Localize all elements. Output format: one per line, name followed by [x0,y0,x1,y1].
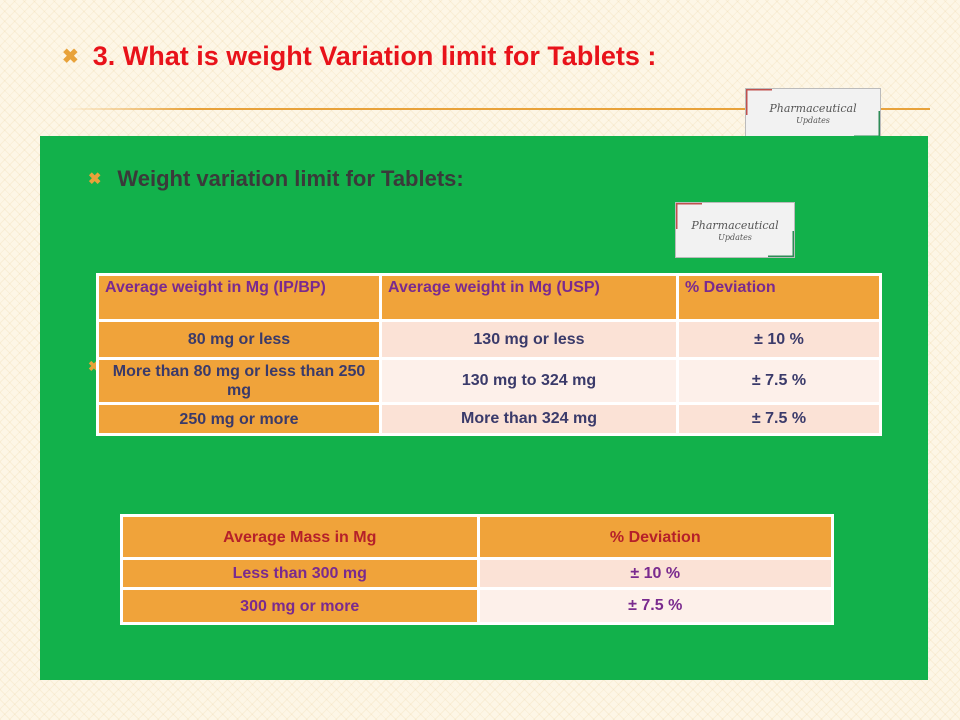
table-cell: ± 7.5 % [679,405,879,433]
weight-variation-table-ip-usp: Average weight in Mg (IP/BP) Average wei… [96,273,882,436]
logo-line-2: Updates [796,115,830,125]
logo-line-2: Updates [718,232,752,242]
panel-heading: ✖ Weight variation limit for Tablets: [88,164,464,194]
table-cell: ± 7.5 % [679,360,879,402]
slide-title: ✖ 3. What is weight Variation limit for … [62,38,656,74]
corner-flourish-icon [854,111,880,137]
table-cell: 300 mg or more [123,590,477,622]
table-cell: More than 324 mg [382,405,676,433]
table-cell: ± 10 % [479,560,831,587]
corner-flourish-icon [676,203,702,229]
watermark-logo: Pharmaceutical Updates [745,88,881,138]
corner-flourish-icon [746,89,772,115]
watermark-logo: Pharmaceutical Updates [675,202,795,258]
column-header: Average weight in Mg (USP) [382,276,676,319]
x-bullet-icon: ✖ [62,45,79,68]
table-cell: ± 10 % [679,322,879,357]
table-cell: 80 mg or less [99,322,379,357]
slide-title-text: 3. What is weight Variation limit for Ta… [92,40,657,71]
title-divider [62,108,930,110]
table-cell: 250 mg or more [99,405,379,433]
column-header: Average weight in Mg (IP/BP) [99,276,379,319]
table-cell: More than 80 mg or less than 250 mg [99,360,379,402]
table-row: 80 mg or less 130 mg or less ± 10 % [99,322,879,357]
panel-heading-text: Weight variation limit for Tablets: [117,166,464,191]
column-header: % Deviation [679,276,879,319]
weight-variation-table-mass: Average Mass in Mg % Deviation Less than… [120,514,834,625]
table-cell: ± 7.5 % [479,590,831,622]
content-panel: ✖ Weight variation limit for Tablets: ✖ … [40,136,928,680]
table-header-row: Average weight in Mg (IP/BP) Average wei… [99,276,879,319]
x-bullet-icon: ✖ [88,171,102,188]
table-cell: 130 mg or less [382,322,676,357]
x-bullet-icon: ✖ [88,358,100,374]
table-cell: 130 mg to 324 mg [382,360,676,402]
table-row: Less than 300 mg ± 10 % [123,560,831,587]
corner-flourish-icon [768,231,794,257]
table-header-row: Average Mass in Mg % Deviation [123,517,831,557]
table-cell: Less than 300 mg [123,560,477,587]
column-header: % Deviation [479,517,831,557]
logo-line-1: Pharmaceutical [691,218,779,232]
table-row: 250 mg or more More than 324 mg ± 7.5 % [99,405,879,433]
logo-line-1: Pharmaceutical [769,101,857,115]
column-header: Average Mass in Mg [123,517,477,557]
table-row: More than 80 mg or less than 250 mg 130 … [99,360,879,402]
table-row: 300 mg or more ± 7.5 % [123,590,831,622]
